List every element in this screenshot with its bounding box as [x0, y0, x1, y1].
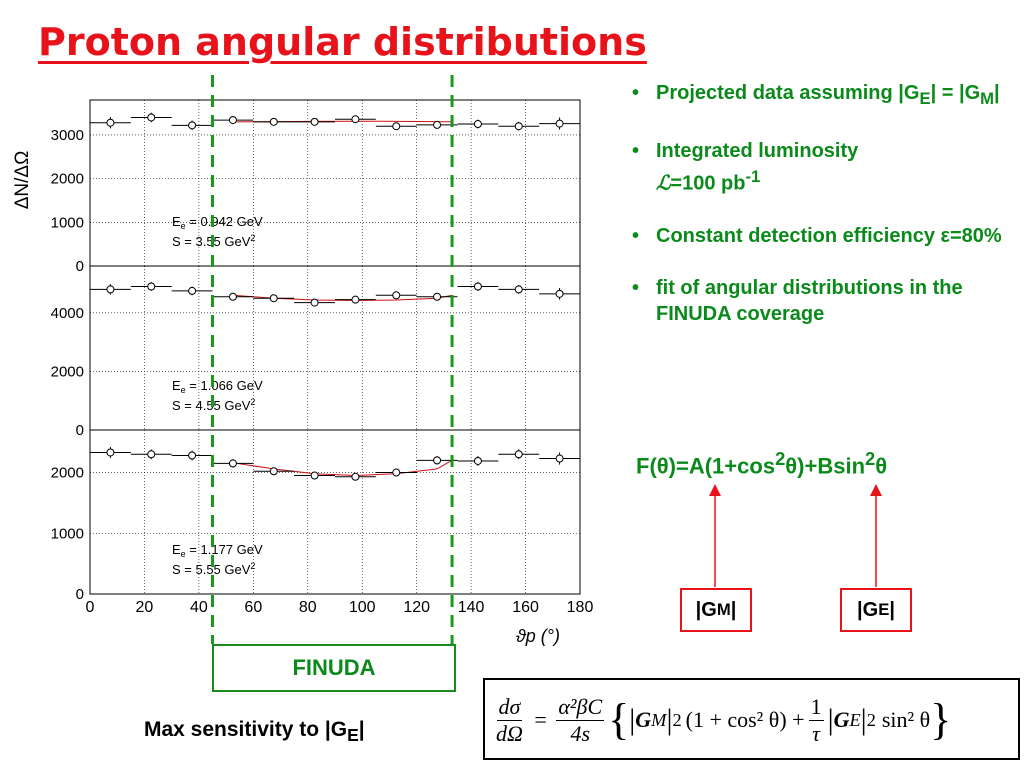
pointer-arrow-head	[709, 484, 721, 496]
data-point	[555, 119, 564, 128]
data-point	[351, 472, 360, 481]
data-point	[392, 291, 401, 300]
data-point	[106, 448, 115, 457]
x-tick-label: 80	[299, 599, 317, 616]
data-point	[514, 122, 523, 131]
x-tick-label: 160	[512, 599, 539, 616]
data-point	[310, 471, 319, 480]
x-axis-label: ϑp (°)	[516, 626, 560, 646]
bullet-projected-data: • Projected data assuming |GE| = |GM|	[632, 80, 1012, 112]
finuda-label: FINUDA	[292, 655, 376, 680]
y-tick-label: 2000	[51, 363, 84, 380]
bullet-dot: •	[632, 140, 640, 162]
cm-energy-label: S = 5.55 GeV2	[172, 561, 255, 577]
y-tick-label: 3000	[51, 127, 84, 144]
data-point	[351, 295, 360, 304]
data-point	[269, 117, 278, 126]
ge-box: |G E |	[840, 588, 912, 632]
x-tick-label: 40	[190, 599, 208, 616]
slide-title: Proton angular distributions	[38, 20, 647, 64]
data-point	[147, 450, 156, 459]
x-tick-label: 180	[567, 599, 594, 616]
data-point	[433, 292, 442, 301]
bullet-list: • Projected data assuming |GE| = |GM| • …	[632, 80, 1012, 353]
x-tick-label: 0	[86, 599, 95, 616]
pointer-arrow-head	[870, 484, 882, 496]
data-point	[147, 282, 156, 291]
data-point	[269, 294, 278, 303]
max-sensitivity-note: Max sensitivity to |GE|	[144, 718, 365, 746]
bullet-text: Integrated luminosity ℒ=100 pb-1	[656, 140, 859, 195]
data-point	[269, 467, 278, 476]
bullet-text: Projected data assuming |GE| = |GM|	[656, 82, 1000, 108]
bullet-text: Constant detection efficiency ε=80%	[656, 224, 1002, 247]
data-point	[473, 120, 482, 129]
data-point	[514, 285, 523, 294]
data-point	[555, 289, 564, 298]
data-point	[473, 456, 482, 465]
data-point	[351, 115, 360, 124]
x-tick-label: 100	[349, 599, 376, 616]
data-point	[106, 285, 115, 294]
y-axis-label: ΔN/ΔΩ	[12, 151, 33, 210]
data-point	[392, 468, 401, 477]
bullet-efficiency: • Constant detection efficiency ε=80%	[632, 223, 1012, 249]
bullet-dot: •	[632, 82, 640, 104]
data-point	[228, 116, 237, 125]
data-point	[188, 121, 197, 130]
y-tick-label: 2000	[51, 465, 84, 482]
fit-formula: F(θ)=A(1+cos2θ)+Bsin2θ	[636, 448, 888, 479]
y-tick-label: 1000	[51, 525, 84, 542]
bullet-dot: •	[632, 224, 640, 247]
data-point	[310, 298, 319, 307]
y-tick-label: 0	[76, 586, 84, 603]
finuda-label-box: FINUDA	[212, 644, 456, 692]
rhs-fraction: α²βC 4s	[556, 693, 605, 746]
x-tick-label: 140	[458, 599, 485, 616]
panel-frame	[89, 99, 581, 267]
y-tick-label: 0	[76, 258, 84, 275]
y-tick-label: 4000	[51, 305, 84, 322]
beam-energy-label: Ee = 1.177 GeV	[172, 542, 263, 559]
fit-curve	[232, 459, 453, 477]
y-tick-label: 0	[76, 422, 84, 439]
data-point	[433, 120, 442, 129]
data-point	[228, 292, 237, 301]
cross-section-equation-box	[483, 678, 1020, 760]
beam-energy-label: Ee = 0.942 GeV	[172, 214, 263, 231]
data-point	[188, 286, 197, 295]
x-tick-label: 60	[244, 599, 262, 616]
data-point	[188, 451, 197, 460]
data-point	[392, 122, 401, 131]
panel-frame	[89, 429, 581, 595]
bullet-luminosity: • Integrated luminosity ℒ=100 pb-1	[632, 138, 1012, 197]
bullet-dot: •	[632, 276, 640, 299]
data-point	[433, 456, 442, 465]
data-point	[310, 117, 319, 126]
data-point	[147, 113, 156, 122]
data-point	[514, 450, 523, 459]
gm-box: |G M |	[680, 588, 752, 632]
data-point	[228, 459, 237, 468]
panel-frame	[89, 265, 581, 431]
lhs-fraction: dσ dΩ	[496, 693, 523, 746]
data-point	[555, 454, 564, 463]
x-tick-label: 20	[136, 599, 154, 616]
data-point	[106, 118, 115, 127]
bullet-fit: • fit of angular distributions in the FI…	[632, 275, 1012, 327]
bullet-text: fit of angular distributions in the FINU…	[656, 276, 963, 325]
x-tick-label: 120	[403, 599, 430, 616]
y-tick-label: 1000	[51, 214, 84, 231]
data-point	[473, 282, 482, 291]
beam-energy-label: Ee = 1.066 GeV	[172, 378, 263, 395]
y-tick-label: 2000	[51, 171, 84, 188]
